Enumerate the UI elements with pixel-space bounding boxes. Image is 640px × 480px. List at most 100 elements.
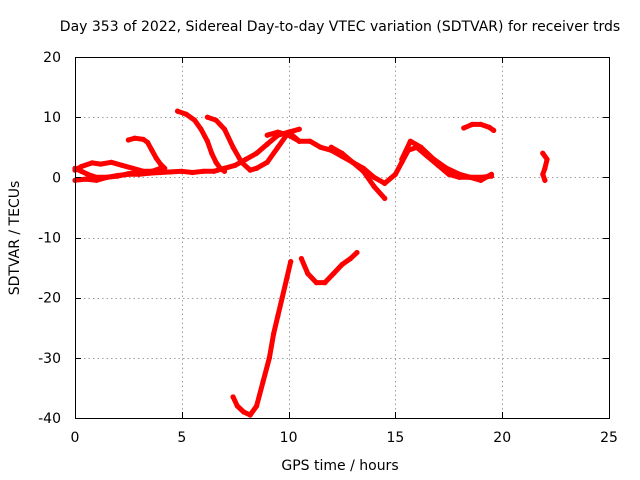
data-point (204, 138, 211, 144)
data-point (266, 355, 272, 361)
y-tick-label: -40 (38, 411, 61, 427)
data-point (328, 144, 334, 150)
data-point (288, 258, 294, 265)
data-point (232, 162, 238, 168)
series-layer (72, 108, 550, 418)
data-point (307, 138, 313, 144)
plot-frame (75, 57, 610, 419)
data-point (322, 280, 328, 286)
data-point (360, 168, 366, 174)
series-line-s3 (72, 159, 163, 174)
x-tick-label: 25 (600, 430, 618, 446)
data-point (275, 129, 281, 135)
data-point (198, 126, 204, 132)
data-point (296, 126, 302, 132)
data-point (542, 165, 548, 171)
data-point (125, 137, 131, 143)
data-point (296, 138, 302, 144)
data-point (204, 114, 211, 120)
y-tick-label: 0 (52, 170, 61, 186)
data-point (130, 165, 136, 171)
data-point (544, 156, 550, 162)
data-point (140, 136, 146, 143)
data-point (469, 121, 475, 127)
series-line-s1 (72, 129, 302, 180)
tick-layer: 0 5 10 15 20 25 -40 -30 -20 -10 0 10 20 (38, 50, 618, 446)
data-point (243, 156, 249, 162)
data-point (213, 159, 219, 165)
data-point (461, 125, 467, 131)
data-point (168, 169, 174, 175)
data-point (540, 150, 546, 156)
data-point (456, 171, 463, 177)
data-point (217, 165, 223, 171)
data-point (444, 165, 450, 171)
data-point (350, 159, 356, 165)
data-point (125, 171, 131, 177)
data-point (119, 162, 125, 168)
data-point (247, 167, 253, 173)
data-point (209, 150, 215, 156)
data-point (347, 255, 354, 262)
data-point (253, 150, 260, 156)
data-point (542, 177, 548, 183)
x-axis-label: GPS time / hours (281, 458, 398, 474)
y-tick-label: -10 (38, 231, 61, 247)
data-point (78, 163, 85, 170)
data-point (491, 127, 497, 134)
data-point (174, 108, 181, 114)
series-line-s10 (230, 259, 294, 418)
data-point (371, 183, 377, 189)
data-point (392, 171, 398, 177)
data-point (200, 168, 206, 174)
data-point (371, 174, 377, 180)
data-point (149, 147, 155, 153)
data-point (418, 144, 424, 150)
data-point (399, 156, 405, 162)
data-point (179, 168, 185, 174)
data-point (318, 144, 324, 150)
data-point (275, 313, 281, 319)
grid-layer (75, 57, 609, 418)
data-point (478, 177, 484, 183)
data-point (253, 165, 260, 171)
x-tick-label: 0 (71, 430, 80, 446)
series-line-s6 (204, 114, 302, 173)
data-point (286, 132, 292, 138)
data-point (339, 261, 345, 268)
data-point (192, 117, 198, 123)
data-point (298, 255, 305, 262)
data-point (330, 271, 337, 277)
data-point (211, 168, 217, 174)
data-point (230, 144, 236, 150)
data-point (279, 295, 285, 301)
data-point (189, 169, 196, 176)
data-point (382, 180, 388, 186)
data-point (183, 111, 189, 117)
data-point (339, 150, 345, 156)
data-point (382, 195, 388, 201)
data-point (221, 168, 228, 174)
data-point (305, 271, 311, 277)
data-point (264, 132, 270, 138)
y-tick-label: 20 (43, 50, 61, 66)
data-point (153, 155, 159, 161)
data-point (488, 171, 495, 177)
data-point (407, 138, 413, 144)
data-point (115, 173, 121, 179)
data-point (253, 403, 260, 409)
data-point (213, 117, 219, 123)
data-point (478, 121, 484, 127)
data-point (162, 165, 168, 171)
data-point (140, 168, 146, 174)
data-point (486, 124, 492, 130)
data-point (260, 379, 266, 385)
data-point (264, 141, 270, 147)
x-tick-label: 10 (280, 430, 298, 446)
data-point (275, 144, 281, 150)
data-point (145, 139, 151, 146)
data-point (89, 160, 95, 166)
data-point (264, 159, 270, 165)
data-point (98, 161, 104, 167)
